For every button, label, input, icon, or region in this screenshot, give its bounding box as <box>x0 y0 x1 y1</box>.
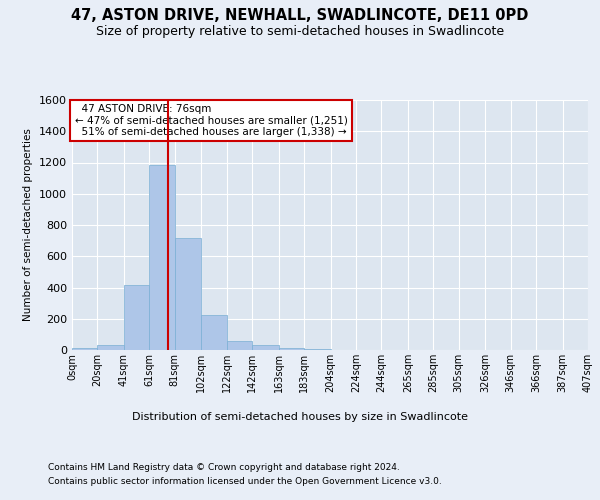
Bar <box>202 315 227 350</box>
Bar <box>97 346 124 350</box>
Bar <box>252 346 278 350</box>
Text: Distribution of semi-detached houses by size in Swadlincote: Distribution of semi-detached houses by … <box>132 412 468 422</box>
Text: Contains HM Land Registry data © Crown copyright and database right 2024.: Contains HM Land Registry data © Crown c… <box>48 462 400 471</box>
Bar <box>72 348 97 350</box>
Text: 47 ASTON DRIVE: 76sqm
← 47% of semi-detached houses are smaller (1,251)
  51% of: 47 ASTON DRIVE: 76sqm ← 47% of semi-deta… <box>74 104 347 137</box>
Bar <box>149 165 175 350</box>
Bar <box>227 340 252 350</box>
Text: 47, ASTON DRIVE, NEWHALL, SWADLINCOTE, DE11 0PD: 47, ASTON DRIVE, NEWHALL, SWADLINCOTE, D… <box>71 8 529 22</box>
Bar <box>278 348 304 350</box>
Y-axis label: Number of semi-detached properties: Number of semi-detached properties <box>23 128 34 322</box>
Bar <box>124 285 149 350</box>
Bar <box>175 238 202 350</box>
Text: Contains public sector information licensed under the Open Government Licence v3: Contains public sector information licen… <box>48 478 442 486</box>
Text: Size of property relative to semi-detached houses in Swadlincote: Size of property relative to semi-detach… <box>96 25 504 38</box>
Bar <box>304 349 331 350</box>
